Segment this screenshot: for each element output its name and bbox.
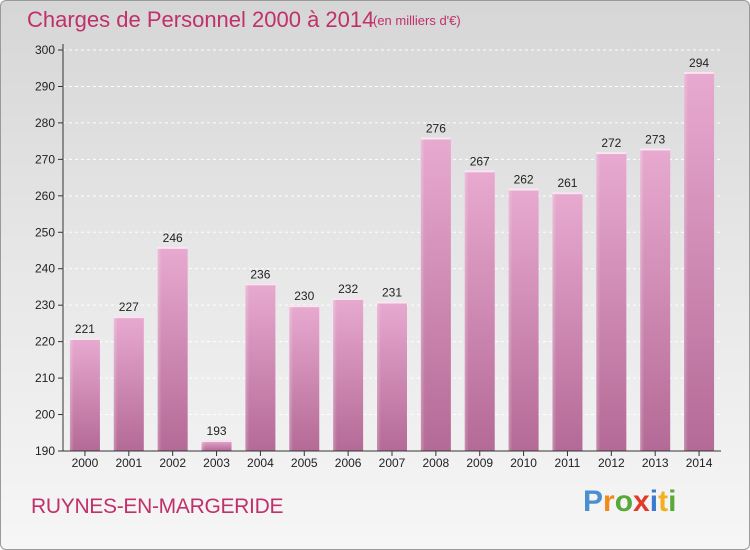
proxiti-logo: Proxiti <box>583 485 677 518</box>
bar-side-highlight <box>377 301 381 451</box>
y-tick-label: 240 <box>35 262 55 276</box>
y-tick-label: 250 <box>35 225 55 239</box>
bar-top-highlight <box>157 246 188 249</box>
bar-side-highlight <box>69 337 74 451</box>
bar <box>113 316 144 451</box>
bar-value-label: 294 <box>689 56 709 70</box>
bar-value-label: 231 <box>382 286 402 300</box>
x-tick-label: 2004 <box>247 456 274 470</box>
bar <box>377 301 407 451</box>
x-tick-label: 2008 <box>423 456 450 470</box>
bar-top-highlight <box>596 152 627 155</box>
bar-side-highlight <box>420 137 425 451</box>
bar <box>596 152 627 451</box>
x-tick-label: 2013 <box>642 456 669 470</box>
bar-top-highlight <box>113 316 144 319</box>
x-tick-label: 2007 <box>379 456 406 470</box>
bar-side-highlight <box>596 152 601 451</box>
x-tick-label: 2011 <box>555 456 581 470</box>
bar-value-label: 230 <box>294 289 314 303</box>
bar-value-label: 232 <box>338 282 358 296</box>
y-tick-label: 290 <box>35 79 55 93</box>
bar-side-highlight <box>640 148 645 451</box>
y-tick-label: 190 <box>35 444 55 458</box>
y-tick-label: 220 <box>35 335 55 349</box>
bar-top-highlight <box>508 188 539 191</box>
bar-top-highlight <box>552 192 583 195</box>
bar-top-highlight <box>245 283 276 286</box>
bar-side-highlight <box>552 192 557 451</box>
bar-side-highlight <box>684 71 689 451</box>
chart-title: Charges de Personnel 2000 à 2014 <box>27 7 375 32</box>
bars: 221 227 246 193 236 230 232 231 276 267 262 261 272 2… <box>69 56 715 452</box>
chart-unit: (en milliers d'€) <box>373 13 461 28</box>
bar-value-label: 272 <box>601 136 621 150</box>
bar-side-highlight <box>464 170 469 452</box>
bar <box>684 71 715 451</box>
bar <box>333 297 364 451</box>
bar-top-highlight <box>289 305 320 308</box>
bar-top-highlight <box>420 137 451 140</box>
bar-value-label: 273 <box>645 132 665 146</box>
bar-side-highlight <box>201 440 206 451</box>
x-tick-label: 2012 <box>598 456 625 470</box>
x-tick-label: 2001 <box>115 456 142 470</box>
y-tick-label: 280 <box>35 116 55 130</box>
x-tick-label: 2003 <box>203 456 230 470</box>
bar <box>245 283 276 451</box>
x-tick-label: 2009 <box>466 456 493 470</box>
y-tick-label: 230 <box>35 298 55 312</box>
bar-value-label: 246 <box>163 231 183 245</box>
x-tick-label: 2000 <box>72 456 99 470</box>
bar-side-highlight <box>113 316 118 451</box>
bar <box>69 337 100 451</box>
x-tick-label: 2006 <box>335 456 362 470</box>
x-tick-label: 2010 <box>510 456 537 470</box>
x-tick-label: 2014 <box>686 456 713 470</box>
y-tick-label: 200 <box>35 408 55 422</box>
bar <box>552 192 583 451</box>
bar-value-label: 267 <box>470 154 490 168</box>
bar <box>420 137 451 451</box>
bar-side-highlight <box>157 246 162 451</box>
bar-value-label: 276 <box>426 121 446 135</box>
bar-side-highlight <box>289 305 294 451</box>
y-tick-label: 300 <box>35 43 55 57</box>
bar-top-highlight <box>464 170 495 173</box>
bar <box>201 440 232 451</box>
y-tick-label: 260 <box>35 189 55 203</box>
y-tick-label: 210 <box>35 371 55 385</box>
bar-side-highlight <box>245 283 250 451</box>
bar-top-highlight <box>69 337 100 340</box>
bar-value-label: 236 <box>250 267 270 281</box>
bar-top-highlight <box>201 440 232 443</box>
bar-value-label: 221 <box>75 322 95 336</box>
bar-side-highlight <box>333 297 338 451</box>
bar-value-label: 193 <box>207 424 227 438</box>
x-tick-label: 2002 <box>159 456 186 470</box>
bar-top-highlight <box>684 71 715 74</box>
bar <box>289 305 320 451</box>
y-tick-label: 270 <box>35 152 55 166</box>
bar-value-label: 227 <box>119 300 139 314</box>
bar-top-highlight <box>333 297 364 300</box>
bar-top-highlight <box>377 301 407 304</box>
axes: 190 200 210 220 230 240 250 260 270 280 290 300 2000… <box>35 43 721 470</box>
bar <box>640 148 671 451</box>
bar-value-label: 261 <box>557 176 577 190</box>
town-name: RUYNES-EN-MARGERIDE <box>31 495 284 518</box>
bar <box>464 170 495 452</box>
bar <box>508 188 539 451</box>
bar-side-highlight <box>508 188 513 451</box>
bar <box>157 246 188 451</box>
bar-top-highlight <box>640 148 671 151</box>
x-tick-label: 2005 <box>291 456 318 470</box>
bar-value-label: 262 <box>514 173 534 187</box>
